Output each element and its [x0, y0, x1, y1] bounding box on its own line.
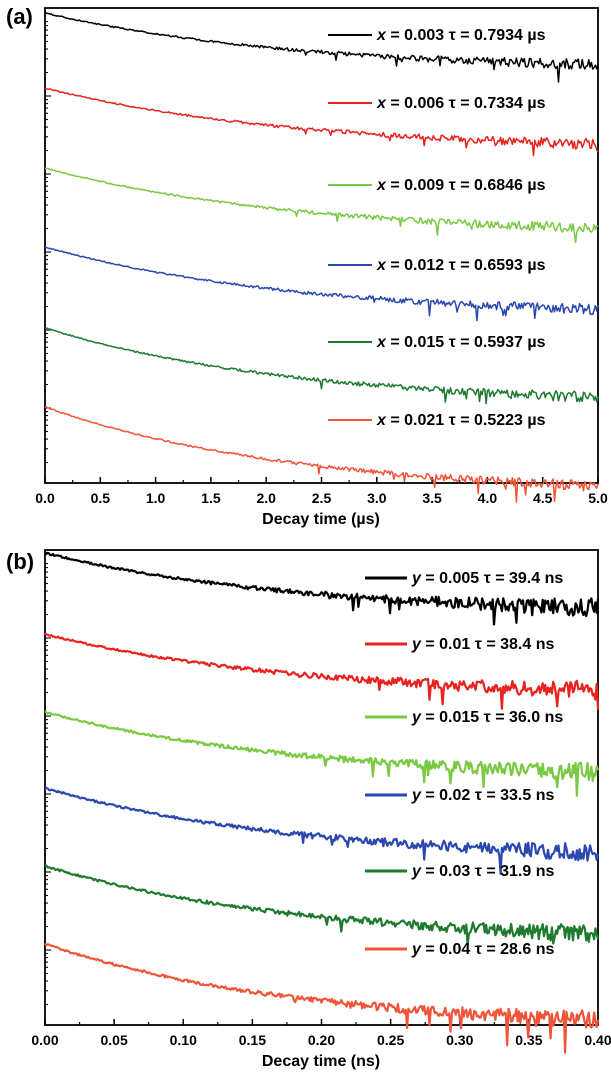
- series-line-a-1: [44, 87, 599, 157]
- legend-value: = 0.021: [386, 412, 449, 429]
- legend-lifetime: τ = 0.5223 µs: [449, 412, 546, 429]
- legend-label-b-1: y = 0.01 τ = 38.4 ns: [411, 636, 554, 653]
- legend-lifetime: τ = 0.5937 µs: [449, 334, 546, 351]
- legend-value: = 0.03: [421, 863, 475, 880]
- panel-a: (a) 0.0 0.5 1.0 1.5 2.0 2.5 3.0 3.5 4.0 4.5 5.0 x …: [6, 4, 608, 528]
- legend-value: = 0.015: [386, 334, 449, 351]
- legend-value: = 0.04: [421, 941, 475, 958]
- series-line-a-2: [44, 167, 599, 244]
- legend-label-a-2: x = 0.009 τ = 0.6846 µs: [376, 177, 546, 194]
- legend-label-a-1: x = 0.006 τ = 0.7334 µs: [376, 95, 546, 112]
- legend-label-b-3: y = 0.02 τ = 33.5 ns: [411, 787, 554, 804]
- x-tick-label-b: 0.10: [170, 1032, 197, 1048]
- legend-label-a-5: x = 0.021 τ = 0.5223 µs: [376, 412, 546, 429]
- legend-lifetime: τ = 0.7934 µs: [449, 27, 546, 44]
- legend-variable: x: [376, 412, 387, 429]
- x-tick-label-a: 3.0: [367, 490, 387, 506]
- x-tick-label-b: 0.35: [515, 1032, 542, 1048]
- x-tick-label-a: 1.0: [146, 490, 166, 506]
- series-line-b-2: [44, 710, 600, 797]
- legend-lifetime: τ = 0.7334 µs: [449, 95, 546, 112]
- legend-a: x = 0.003 τ = 0.7934 µsx = 0.006 τ = 0.7…: [328, 27, 546, 429]
- x-tick-label-a: 4.0: [478, 490, 498, 506]
- legend-label-b-4: y = 0.03 τ = 31.9 ns: [411, 863, 554, 880]
- legend-value: = 0.003: [386, 27, 449, 44]
- x-tick-label-a: 1.5: [201, 490, 221, 506]
- legend-variable: x: [376, 334, 387, 351]
- x-tick-label-b: 0.00: [31, 1032, 58, 1048]
- legend-variable: y: [411, 787, 422, 804]
- legend-label-b-0: y = 0.005 τ = 39.4 ns: [411, 570, 563, 587]
- legend-b: y = 0.005 τ = 39.4 nsy = 0.01 τ = 38.4 n…: [365, 570, 563, 958]
- x-tick-label-a: 5.0: [588, 490, 608, 506]
- x-tick-label-b: 0.40: [584, 1032, 611, 1048]
- legend-value: = 0.009: [386, 177, 449, 194]
- legend-lifetime: τ = 0.6846 µs: [449, 177, 546, 194]
- legend-value: = 0.01: [421, 636, 475, 653]
- legend-variable: x: [376, 95, 387, 112]
- legend-value: = 0.005: [421, 570, 484, 587]
- legend-lifetime: τ = 31.9 ns: [475, 863, 555, 880]
- series-line-b-3: [44, 786, 600, 875]
- series-line-b-1: [44, 632, 600, 710]
- legend-value: = 0.012: [386, 257, 449, 274]
- x-tick-label-a: 0.5: [91, 490, 111, 506]
- legend-value: = 0.02: [421, 787, 475, 804]
- series-group-a: [44, 12, 599, 503]
- legend-lifetime: τ = 36.0 ns: [484, 709, 564, 726]
- x-tick-label-b: 0.05: [101, 1032, 128, 1048]
- legend-variable: y: [411, 941, 422, 958]
- legend-label-a-4: x = 0.015 τ = 0.5937 µs: [376, 334, 546, 351]
- legend-label-a-3: x = 0.012 τ = 0.6593 µs: [376, 257, 546, 274]
- legend-variable: x: [376, 257, 387, 274]
- x-tick-label-a: 2.5: [312, 490, 332, 506]
- x-tick-label-a: 2.0: [256, 490, 276, 506]
- legend-variable: x: [376, 27, 387, 44]
- x-tick-label-a: 0.0: [35, 490, 55, 506]
- panel-label-b: (b): [6, 549, 34, 574]
- legend-variable: y: [411, 636, 422, 653]
- series-group-b: [44, 551, 600, 1054]
- series-line-a-3: [44, 246, 599, 322]
- legend-lifetime: τ = 33.5 ns: [475, 787, 555, 804]
- series-line-a-5: [44, 406, 599, 503]
- x-axis-title-b: Decay time (ns): [262, 1053, 380, 1070]
- legend-value: = 0.006: [386, 95, 449, 112]
- legend-lifetime: τ = 38.4 ns: [475, 636, 555, 653]
- legend-variable: y: [411, 709, 422, 726]
- panel-label-a: (a): [6, 4, 33, 29]
- legend-variable: y: [411, 570, 422, 587]
- legend-variable: y: [411, 863, 422, 880]
- legend-label-b-5: y = 0.04 τ = 28.6 ns: [411, 941, 554, 958]
- panel-b: (b) 0.00 0.05 0.10 0.15 0.20 0.25 0.30 0.35 0.40…: [6, 549, 611, 1070]
- x-tick-label-a: 3.5: [422, 490, 442, 506]
- series-line-a-4: [44, 327, 599, 405]
- x-axis-title-a: Decay time (µs): [262, 511, 380, 528]
- legend-value: = 0.015: [421, 709, 484, 726]
- series-line-a-0: [44, 12, 599, 83]
- x-tick-label-b: 0.25: [377, 1032, 404, 1048]
- x-tick-label-b: 0.20: [308, 1032, 335, 1048]
- legend-lifetime: τ = 0.6593 µs: [449, 257, 546, 274]
- legend-lifetime: τ = 39.4 ns: [484, 570, 564, 587]
- legend-lifetime: τ = 28.6 ns: [475, 941, 555, 958]
- series-line-b-0: [44, 551, 600, 626]
- legend-label-b-2: y = 0.015 τ = 36.0 ns: [411, 709, 563, 726]
- x-tick-label-b: 0.30: [446, 1032, 473, 1048]
- x-tick-label-b: 0.15: [239, 1032, 266, 1048]
- x-tick-label-a: 4.5: [533, 490, 553, 506]
- legend-variable: x: [376, 177, 387, 194]
- series-line-b-4: [44, 864, 600, 946]
- series-line-b-5: [44, 942, 600, 1054]
- axis-ticks-b: 0.00 0.05 0.10 0.15 0.20 0.25 0.30 0.35 0.40: [31, 563, 611, 1048]
- legend-label-a-0: x = 0.003 τ = 0.7934 µs: [376, 27, 546, 44]
- axis-ticks-a: 0.0 0.5 1.0 1.5 2.0 2.5 3.0 3.5 4.0 4.5 5.0: [35, 21, 608, 506]
